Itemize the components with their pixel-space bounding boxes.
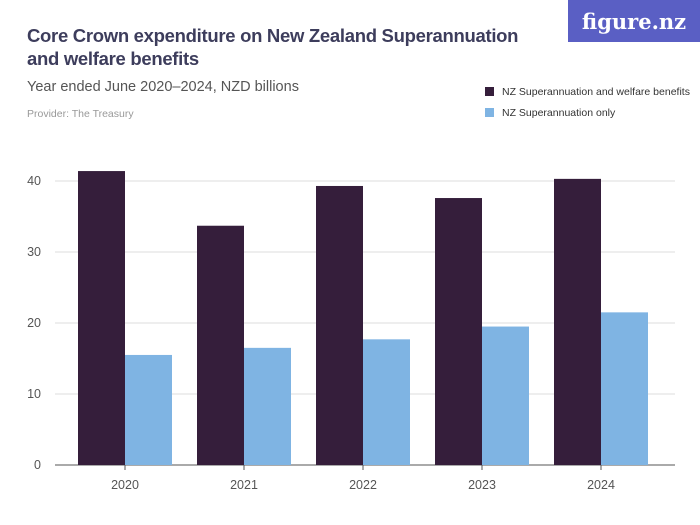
- y-tick-label: 30: [27, 245, 41, 259]
- legend: NZ Superannuation and welfare benefits N…: [485, 81, 690, 123]
- bar-total-2022: [316, 185, 363, 465]
- legend-label: NZ Superannuation only: [502, 106, 616, 119]
- x-tick-label: 2023: [468, 478, 496, 492]
- bar-total-2020: [78, 171, 125, 465]
- x-tick-label: 2020: [111, 478, 139, 492]
- y-tick-label: 20: [27, 316, 41, 330]
- bar-super-only-2021: [244, 347, 291, 465]
- bar-total-2023: [435, 198, 482, 466]
- legend-item: NZ Superannuation only: [485, 102, 690, 123]
- bar-total-2021: [197, 225, 244, 465]
- chart-subtitle: Year ended June 2020–2024, NZD billions: [27, 79, 299, 95]
- y-tick-label: 10: [27, 387, 41, 401]
- legend-label: NZ Superannuation and welfare benefits: [502, 85, 690, 98]
- legend-item: NZ Superannuation and welfare benefits: [485, 81, 690, 102]
- chart-title: Core Crown expenditure on New Zealand Su…: [27, 25, 519, 69]
- x-tick-label: 2024: [587, 478, 615, 492]
- bar-super-only-2022: [363, 339, 410, 465]
- y-tick-label: 40: [27, 174, 41, 188]
- figure-nz-logo[interactable]: figure.nz: [568, 0, 700, 42]
- provider-text: Provider: The Treasury: [27, 108, 134, 120]
- bar-total-2024: [554, 178, 601, 465]
- bar-super-only-2023: [482, 326, 529, 465]
- y-tick-label: 0: [34, 458, 41, 472]
- x-tick-label: 2022: [349, 478, 377, 492]
- legend-swatch: [485, 108, 494, 117]
- x-tick-label: 2021: [230, 478, 258, 492]
- legend-swatch: [485, 87, 494, 96]
- bar-super-only-2024: [601, 312, 648, 465]
- bar-super-only-2020: [125, 354, 172, 465]
